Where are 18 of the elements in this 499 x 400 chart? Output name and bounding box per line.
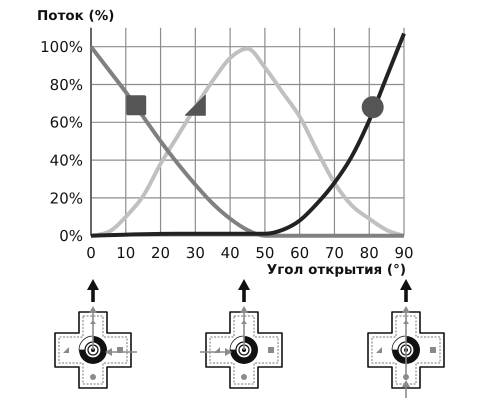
x-tick-label: 20 (151, 244, 170, 262)
x-tick-label: 90 (394, 244, 414, 262)
x-axis-title: Угол открытия (°) (266, 262, 406, 278)
y-tick-label: 0% (59, 227, 83, 246)
x-tick-label: 0 (86, 244, 96, 262)
y-tick-label: 60% (50, 114, 83, 132)
x-tick-label: 30 (186, 244, 205, 262)
x-tick-label: 10 (116, 244, 136, 262)
x-tick-label: 40 (220, 244, 240, 262)
y-tick-label: 100% (40, 38, 83, 56)
x-tick-label: 80 (360, 244, 379, 262)
x-tick-label: 70 (324, 244, 344, 262)
x-tick-label: 60 (290, 244, 310, 262)
y-axis-title: Поток (%) (37, 8, 114, 24)
y-tick-label: 40% (50, 152, 83, 170)
y-tick-label: 20% (50, 189, 83, 208)
y-tick-label: 80% (50, 76, 83, 94)
x-tick-label: 50 (255, 244, 274, 262)
